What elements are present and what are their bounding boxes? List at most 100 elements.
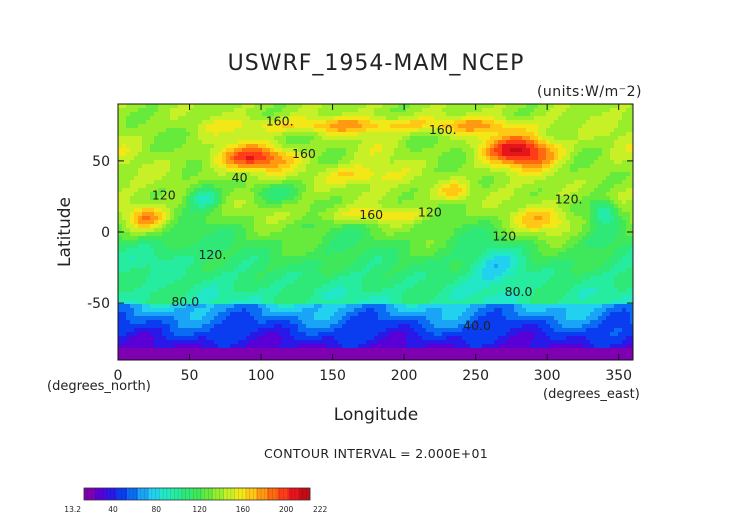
field-cell bbox=[210, 172, 215, 177]
field-cell bbox=[446, 212, 451, 217]
field-cell bbox=[198, 152, 203, 157]
field-cell bbox=[626, 128, 631, 133]
field-cell bbox=[610, 136, 615, 141]
field-cell bbox=[382, 120, 387, 125]
field-cell bbox=[522, 120, 527, 125]
field-cell bbox=[562, 208, 567, 213]
field-cell bbox=[614, 144, 619, 149]
field-cell bbox=[466, 188, 471, 193]
field-cell bbox=[242, 172, 247, 177]
field-cell bbox=[146, 224, 151, 229]
field-cell bbox=[186, 128, 191, 133]
field-cell bbox=[194, 112, 199, 117]
field-cell bbox=[590, 152, 595, 157]
field-cell bbox=[510, 140, 515, 145]
field-cell bbox=[198, 156, 203, 161]
field-cell bbox=[226, 104, 231, 109]
field-cell bbox=[206, 144, 211, 149]
field-cell bbox=[518, 168, 523, 173]
field-cell bbox=[274, 184, 279, 189]
field-cell bbox=[526, 140, 531, 145]
field-cell bbox=[142, 212, 147, 217]
field-cell bbox=[542, 140, 547, 145]
field-cell bbox=[170, 204, 175, 209]
field-cell bbox=[246, 104, 251, 109]
field-cell bbox=[398, 120, 403, 125]
field-cell bbox=[182, 196, 187, 201]
field-cell bbox=[154, 148, 159, 153]
field-cell bbox=[262, 192, 267, 197]
field-cell bbox=[326, 224, 331, 229]
field-cell bbox=[394, 116, 399, 121]
field-cell bbox=[302, 208, 307, 213]
field-cell bbox=[226, 168, 231, 173]
field-cell bbox=[402, 200, 407, 205]
field-cell bbox=[154, 228, 159, 233]
field-cell bbox=[222, 196, 227, 201]
field-cell bbox=[382, 112, 387, 117]
field-cell bbox=[342, 136, 347, 141]
field-cell bbox=[502, 168, 507, 173]
field-cell bbox=[318, 164, 323, 169]
field-cell bbox=[494, 232, 499, 237]
field-cell bbox=[118, 164, 123, 169]
field-cell bbox=[606, 120, 611, 125]
field-cell bbox=[442, 212, 447, 217]
field-cell bbox=[118, 216, 123, 221]
field-cell bbox=[254, 168, 259, 173]
field-cell bbox=[502, 128, 507, 133]
field-cell bbox=[434, 132, 439, 137]
field-cell bbox=[606, 216, 611, 221]
field-cell bbox=[154, 220, 159, 225]
field-cell bbox=[626, 112, 631, 117]
field-cell bbox=[270, 228, 275, 233]
field-cell bbox=[498, 240, 503, 245]
field-cell bbox=[318, 208, 323, 213]
field-cell bbox=[502, 176, 507, 181]
field-cell bbox=[586, 116, 591, 121]
field-cell bbox=[166, 172, 171, 177]
field-cell bbox=[510, 168, 515, 173]
field-cell bbox=[498, 176, 503, 181]
field-cell bbox=[242, 120, 247, 125]
field-cell bbox=[450, 104, 455, 109]
field-cell bbox=[410, 236, 415, 241]
field-cell bbox=[362, 188, 367, 193]
field-cell bbox=[138, 180, 143, 185]
field-cell bbox=[230, 128, 235, 133]
field-cell bbox=[214, 112, 219, 117]
field-cell bbox=[566, 228, 571, 233]
field-cell bbox=[414, 124, 419, 129]
field-cell bbox=[394, 208, 399, 213]
field-cell bbox=[230, 188, 235, 193]
field-cell bbox=[562, 196, 567, 201]
field-cell bbox=[618, 120, 623, 125]
field-cell bbox=[494, 160, 499, 165]
field-cell bbox=[530, 180, 535, 185]
field-cell bbox=[486, 184, 491, 189]
field-cell bbox=[542, 148, 547, 153]
field-cell bbox=[446, 164, 451, 169]
field-cell bbox=[626, 116, 631, 121]
field-cell bbox=[226, 132, 231, 137]
field-cell bbox=[218, 184, 223, 189]
field-cell bbox=[410, 252, 415, 257]
field-cell bbox=[186, 160, 191, 165]
field-cell bbox=[282, 244, 287, 249]
field-cell bbox=[454, 208, 459, 213]
field-cell bbox=[306, 168, 311, 173]
field-cell bbox=[470, 160, 475, 165]
field-cell bbox=[150, 240, 155, 245]
field-cell bbox=[158, 244, 163, 249]
field-cell bbox=[138, 160, 143, 165]
field-cell bbox=[234, 220, 239, 225]
field-cell bbox=[626, 184, 631, 189]
field-cell bbox=[438, 140, 443, 145]
field-cell bbox=[622, 220, 627, 225]
field-cell bbox=[614, 208, 619, 213]
field-cell bbox=[538, 112, 543, 117]
field-cell bbox=[282, 188, 287, 193]
field-cell bbox=[542, 216, 547, 221]
field-cell bbox=[446, 232, 451, 237]
field-cell bbox=[570, 192, 575, 197]
